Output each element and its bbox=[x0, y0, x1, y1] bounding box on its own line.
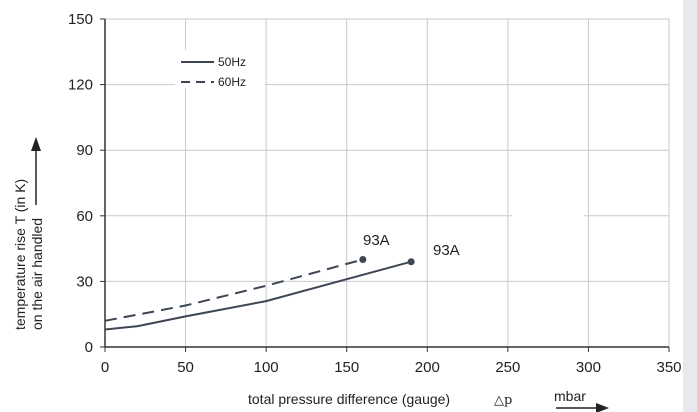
x-tick-label-150: 150 bbox=[334, 359, 359, 376]
legend: 50Hz 60Hz bbox=[175, 50, 265, 89]
y-tick-label-0: 0 bbox=[85, 339, 93, 356]
grid-gap bbox=[590, 182, 602, 199]
x-axis-unit: mbar bbox=[554, 388, 586, 404]
x-tick-label-300: 300 bbox=[576, 359, 601, 376]
y-tick-label-30: 30 bbox=[76, 273, 93, 290]
x-tick-label-350: 350 bbox=[656, 359, 681, 376]
end-label-60hz: 93A bbox=[363, 232, 390, 249]
end-point-50hz bbox=[407, 258, 415, 266]
y-axis-title-line1: temperature rise T (in K) bbox=[12, 179, 28, 330]
y-tick-label-150: 150 bbox=[68, 11, 93, 28]
x-axis-arrow-head bbox=[596, 403, 609, 412]
y-axis-title-line2: on the air handled bbox=[29, 218, 45, 330]
x-tick-labels: 0 50 100 150 200 250 300 350 bbox=[101, 359, 682, 376]
chart: 0 50 100 150 200 250 300 350 0 30 60 90 120 150 50Hz… bbox=[12, 11, 682, 412]
x-axis-title-text: total pressure difference (gauge) bbox=[248, 391, 450, 407]
x-axis-title-symbol: △p bbox=[494, 393, 512, 408]
y-tick-label-60: 60 bbox=[76, 208, 93, 225]
x-axis-title: total pressure difference (gauge) △p mba… bbox=[248, 388, 609, 412]
x-tick-label-250: 250 bbox=[495, 359, 520, 376]
y-tick-label-90: 90 bbox=[76, 142, 93, 159]
x-tick-label-100: 100 bbox=[254, 359, 279, 376]
y-axis-title: temperature rise T (in K) on the air han… bbox=[12, 137, 45, 330]
axes bbox=[100, 18, 670, 352]
series-line-60hz bbox=[104, 258, 364, 322]
x-tick-label-200: 200 bbox=[415, 359, 440, 376]
legend-label-50hz: 50Hz bbox=[218, 55, 246, 69]
y-tick-label-120: 120 bbox=[68, 77, 93, 94]
grid-gap bbox=[512, 182, 584, 217]
end-label-50hz: 93A bbox=[433, 242, 460, 259]
series-lines bbox=[104, 256, 415, 331]
x-tick-label-50: 50 bbox=[177, 359, 194, 376]
y-tick-labels: 0 30 60 90 120 150 bbox=[68, 11, 93, 356]
legend-label-60hz: 60Hz bbox=[218, 75, 246, 89]
end-point-60hz bbox=[359, 256, 367, 264]
right-edge-strip bbox=[683, 0, 697, 412]
series-line-50hz bbox=[104, 260, 412, 331]
y-axis-arrow-head bbox=[31, 137, 41, 151]
x-tick-label-0: 0 bbox=[101, 359, 109, 376]
